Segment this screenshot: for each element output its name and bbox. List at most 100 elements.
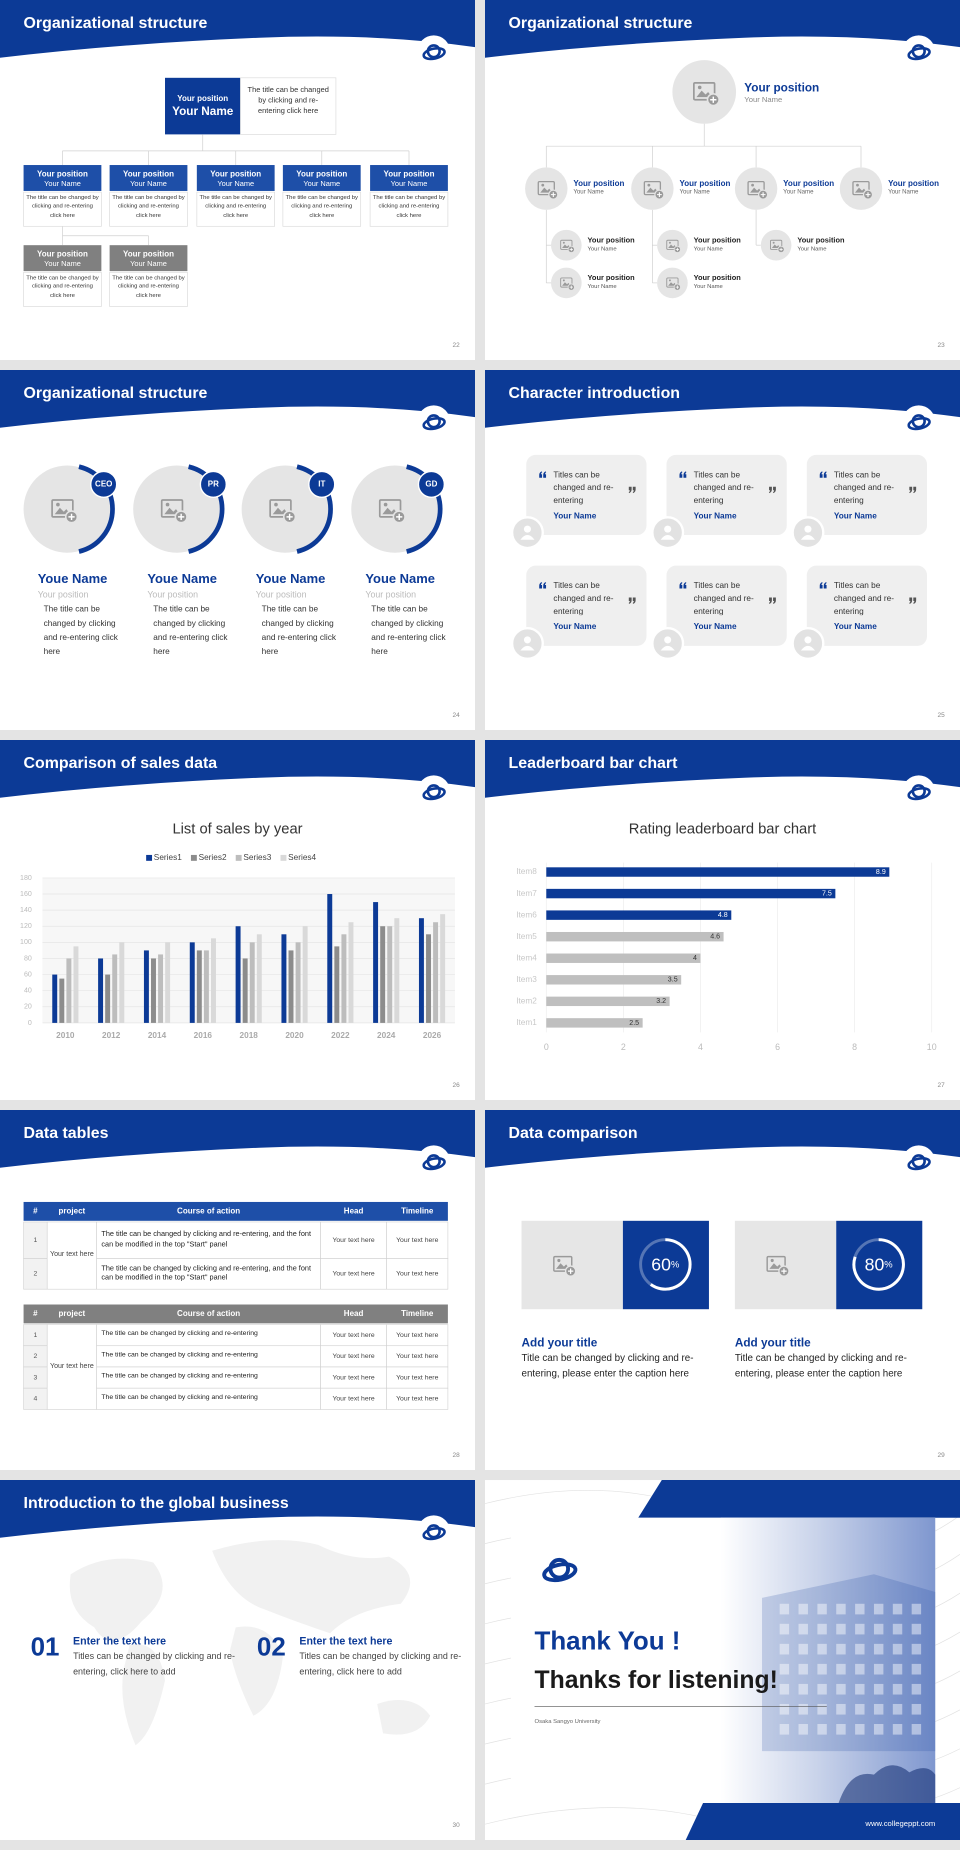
card-text: Title can be changed by clicking and re-… — [734, 1351, 907, 1379]
image-icon-plus — [710, 96, 717, 103]
slide-title: Organizational structure — [509, 15, 693, 32]
gauge-label: 60% — [651, 1254, 680, 1274]
position: Your position — [588, 273, 636, 282]
timeline-text: Your text here — [396, 1237, 438, 1244]
window — [798, 1683, 808, 1695]
header-band — [485, 740, 960, 798]
name: Your Name — [391, 179, 428, 188]
bar — [440, 914, 446, 1023]
position: Your position — [365, 589, 416, 599]
description-box: The title can be changed by clicking and… — [44, 606, 118, 656]
window — [779, 1623, 790, 1635]
note-box: The title can be changed by clicking and… — [285, 194, 358, 219]
branch-photo — [631, 167, 674, 210]
row-index: 2 — [33, 1353, 37, 1360]
card-title: Add your title — [735, 1337, 811, 1350]
window — [911, 1724, 922, 1735]
legend-swatch — [146, 854, 153, 861]
name: Your Name — [303, 179, 340, 188]
name: Your Name — [553, 511, 596, 520]
quote-text: Titles can be changed and re-entering — [553, 471, 614, 505]
quote-mark — [679, 471, 683, 478]
x-tick-label: 0 — [544, 1042, 549, 1052]
image-icon-sun — [562, 241, 565, 244]
quote-text: Titles can be changed and re-entering — [553, 582, 614, 616]
cell — [320, 1258, 387, 1290]
image-icon-sun — [856, 183, 859, 187]
position: Your position — [783, 179, 834, 188]
image-icon — [852, 180, 870, 196]
quote-mark — [683, 471, 687, 478]
name: Your Name — [588, 284, 617, 290]
bar — [143, 950, 149, 1023]
point-text-box: Titles can be changed by clicking and re… — [299, 1651, 461, 1677]
person-arc — [406, 464, 443, 554]
value-label: 2.5 — [629, 1020, 639, 1027]
window — [855, 1603, 865, 1615]
image-icon — [553, 1255, 573, 1272]
child-photo — [657, 267, 688, 299]
timeline-text: Your text here — [396, 1332, 438, 1339]
image-icon-sun — [383, 502, 388, 507]
slide: Comparison of sales data 26 List of sales … — [0, 740, 475, 1100]
member-note-box — [282, 191, 362, 227]
gauge-arc — [649, 1238, 692, 1291]
window — [855, 1643, 865, 1655]
name: Youe Name — [365, 571, 435, 586]
badge — [308, 470, 336, 499]
x-tick-label: 2016 — [194, 1031, 213, 1040]
logo-loop — [422, 416, 446, 431]
window — [911, 1623, 922, 1635]
image-icon-mountain — [668, 282, 677, 286]
quote-card — [526, 454, 647, 536]
window — [798, 1643, 808, 1655]
badge — [90, 470, 118, 499]
table-header — [23, 1201, 448, 1221]
member-box — [109, 245, 188, 272]
value-label: 3.5 — [668, 977, 678, 984]
column-header: Course of action — [177, 1206, 240, 1215]
category-label: Item4 — [516, 953, 537, 962]
bar — [394, 918, 400, 1023]
cell — [386, 1258, 449, 1290]
bar — [73, 946, 79, 1023]
logo-ring — [911, 44, 926, 59]
window — [798, 1724, 808, 1735]
image-icon-sun — [557, 1258, 561, 1263]
quote-text-box: Titles can be changed and re-entering — [553, 582, 614, 616]
course-text: The title can be changed by clicking and… — [101, 1394, 258, 1402]
map-shape — [229, 1626, 283, 1716]
slide-title: Leaderboard bar chart — [509, 755, 679, 772]
legend-swatch — [235, 854, 242, 861]
note-box: The title can be changed by clicking and… — [26, 275, 98, 299]
name: Your Name — [130, 179, 167, 188]
name: Youe Name — [38, 571, 108, 586]
category-label: Item6 — [516, 910, 537, 919]
gauge-value: 60 — [651, 1254, 671, 1274]
window — [873, 1683, 884, 1695]
note-box: The title can be changed by clicking and… — [200, 194, 272, 218]
image-icon-mountain — [696, 90, 713, 98]
value-label: 4 — [693, 955, 697, 962]
map-shape — [69, 1558, 163, 1641]
window — [911, 1663, 922, 1675]
point-number: 01 — [31, 1633, 60, 1661]
image-icon-plus — [567, 1268, 574, 1274]
image-icon-plus — [779, 247, 783, 252]
value-label: 4.8 — [718, 912, 728, 919]
y-tick-label: 120 — [20, 923, 32, 930]
thanks-subtitle: Thanks for listening! — [535, 1667, 778, 1694]
map-shape — [122, 1644, 166, 1746]
window — [779, 1703, 790, 1715]
image-icon-sun — [668, 241, 671, 244]
x-tick-label: 2012 — [102, 1031, 121, 1040]
card-panel — [622, 1220, 709, 1310]
y-tick-label: 140 — [20, 907, 32, 914]
window — [873, 1703, 884, 1715]
bar — [295, 942, 301, 1023]
image-icon-sun — [772, 241, 775, 244]
bar — [151, 958, 156, 1023]
cell — [96, 1221, 321, 1259]
note: The title can be changed by clicking and… — [285, 194, 358, 219]
slide: Organizational structure 24 CEO Youe Name Yo… — [0, 370, 475, 730]
